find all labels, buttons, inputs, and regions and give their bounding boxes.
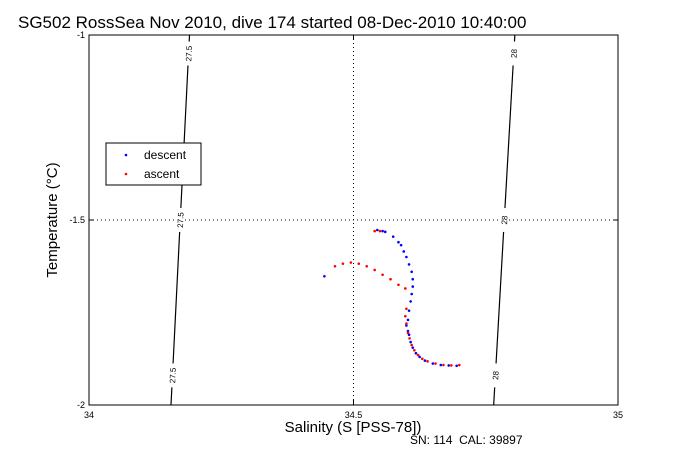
descent-point [402,250,406,253]
ascent-point [404,314,407,318]
ascent-point [406,331,410,335]
descent-point [407,309,411,312]
descent-point [376,228,379,232]
descent-point [409,340,412,344]
contour-label: 27.5 [168,367,178,384]
grid-lines [89,35,618,405]
x-tick-label: 34 [84,410,94,420]
chart-title: SG502 RossSea Nov 2010, dive 174 started… [18,13,526,32]
descent-point [383,230,387,234]
contour-label-bg [500,207,508,233]
ascent-point [442,363,445,367]
descent-point [423,359,427,362]
descent-point [397,240,400,244]
descent-point [405,255,408,259]
x-tick-label: 35 [613,410,623,420]
descent-point [431,362,435,365]
ascent-point [373,268,376,272]
descent-point [410,270,413,274]
descent-point [391,235,395,238]
descent-point [409,300,412,303]
legend-label-descent: descent [144,148,187,162]
descent-point [411,277,415,281]
ascent-point [365,264,369,268]
descent-point [410,292,413,296]
ascent-point [434,362,437,365]
y-tick-label: -1.5 [69,215,85,225]
ascent-point [410,343,413,347]
ascent-point [381,273,384,277]
ascent-point [416,353,420,357]
descent-point [407,263,411,266]
contour-label-bg [168,363,177,388]
y-tick-label: -2 [77,400,85,410]
descent-point [381,229,384,233]
descent-point [414,351,418,355]
legend-marker-descent [124,153,128,157]
ascent-point [408,337,411,340]
ascent-point [413,348,416,352]
x-tick-label: 34.5 [345,410,363,420]
ascent-point [405,307,408,311]
data-points [323,228,461,368]
contour-label-bg [184,41,193,66]
descent-point [411,285,415,288]
descent-point [455,364,458,368]
axis-ticks: 34 34.5 35 -1 -1.5 -2 [69,30,623,420]
ascent-point [349,261,353,264]
ascent-point [450,364,453,367]
y-axis-label: Temperature (°C) [44,162,61,277]
descent-point [439,363,443,367]
ascent-point [405,322,408,325]
legend: descent ascent [105,142,202,186]
ascent-point [341,262,345,265]
ascent-point [357,262,361,265]
contour-label: 28 [500,215,510,225]
descent-point [323,274,326,278]
ascent-point [458,363,461,367]
footer-serial-cal: SN: 114 CAL: 39897 [410,433,523,447]
descent-point [418,355,421,359]
contour-label-bg [491,363,500,388]
x-axis-label: Salinity (S [PSS-78]) [285,419,422,436]
y-tick-label: -1 [77,30,85,40]
descent-point [447,364,451,367]
contour-label: 27.5 [184,45,194,62]
density-contours: 27.5 27.5 27.5 28 28 28 [168,34,520,406]
descent-point [406,329,410,333]
contour-label-bg [176,207,184,233]
descent-point [405,324,408,327]
descent-point [399,243,403,247]
legend-marker-ascent [124,172,128,176]
contour-label-bg [510,41,518,66]
contour-label: 27.5 [176,211,186,228]
contour-label: 28 [510,48,520,58]
legend-box [105,142,202,186]
legend-label-ascent: ascent [144,167,180,181]
descent-point [406,318,410,322]
ascent-point [333,264,337,268]
descent-point [411,346,415,349]
ascent-point [420,357,424,361]
ascent-point [389,277,392,281]
ascent-point [397,283,400,287]
ascent-point [378,229,382,233]
ascent-point [404,287,407,290]
ascent-point [426,360,429,363]
contour-label: 28 [491,370,501,380]
ascent-point [373,229,376,233]
